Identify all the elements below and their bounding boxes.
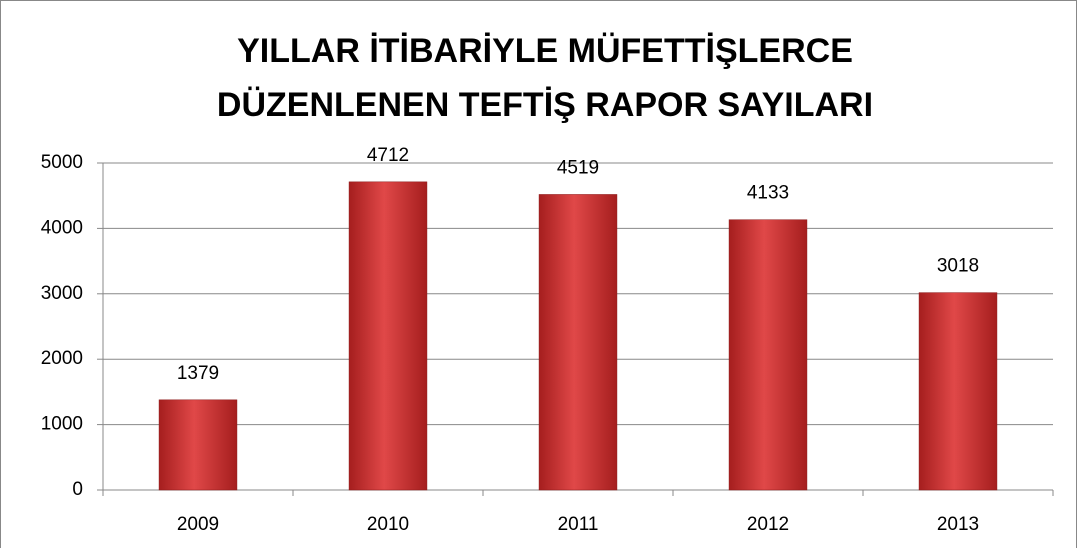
y-tick-label: 0 (72, 479, 83, 500)
y-tick-label: 1000 (41, 414, 83, 435)
data-label: 4133 (747, 183, 789, 204)
bar (158, 399, 238, 491)
chart-title: YILLAR İTİBARİYLE MÜFETTİŞLERCE (237, 32, 853, 70)
bar (918, 292, 998, 491)
bar (538, 194, 618, 491)
data-label: 4712 (367, 145, 409, 166)
x-tick-label: 2012 (747, 514, 789, 535)
data-label: 1379 (177, 363, 219, 384)
bar (348, 181, 428, 491)
x-tick-label: 2010 (367, 514, 409, 535)
y-tick-label: 5000 (41, 152, 83, 173)
x-tick-label: 2009 (177, 514, 219, 535)
x-tick-label: 2013 (937, 514, 979, 535)
chart-title: DÜZENLENEN TEFTİŞ RAPOR SAYILARI (217, 86, 873, 124)
data-label: 4519 (557, 157, 599, 178)
bar (728, 219, 808, 491)
y-tick-label: 2000 (41, 348, 83, 369)
data-label: 3018 (937, 256, 979, 277)
y-tick-label: 4000 (41, 217, 83, 238)
x-tick-label: 2011 (558, 514, 599, 535)
y-tick-label: 3000 (41, 283, 83, 304)
